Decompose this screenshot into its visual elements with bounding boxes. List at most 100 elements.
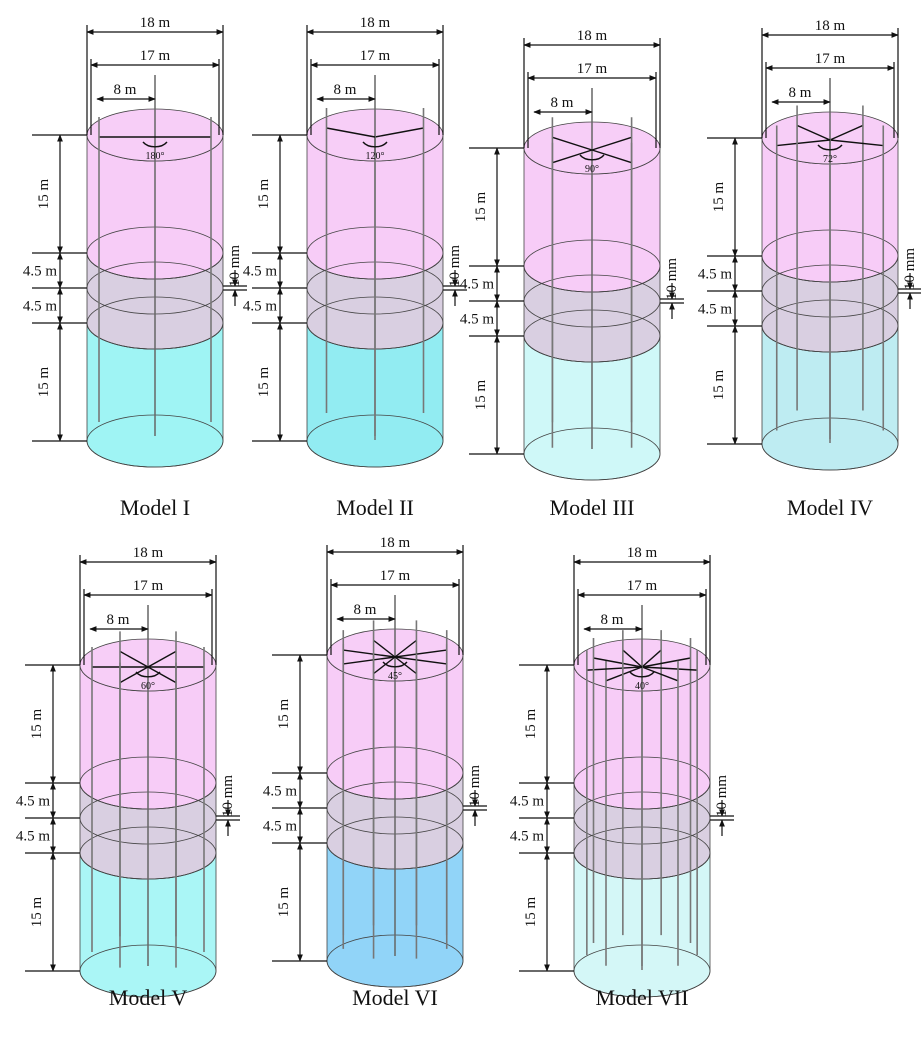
arm bbox=[591, 136, 632, 151]
arm bbox=[641, 657, 691, 668]
arm bbox=[641, 666, 698, 671]
model: 45° 18 m 17 m 8 m 15 m 15 m 4.5 m 4.5 m 10 mm Mod… bbox=[263, 535, 487, 1010]
angle-arc bbox=[382, 661, 408, 668]
caption: Model I bbox=[120, 495, 190, 520]
arm bbox=[373, 656, 396, 675]
gap: 10 mm bbox=[664, 258, 680, 300]
arm bbox=[119, 650, 149, 668]
arm bbox=[394, 639, 417, 658]
gap: 10 mm bbox=[902, 248, 918, 290]
angle-arc bbox=[629, 671, 655, 678]
angle-arc bbox=[817, 144, 843, 151]
arm bbox=[796, 124, 831, 141]
arm bbox=[641, 666, 679, 682]
arm bbox=[622, 649, 643, 668]
angle-label: 180° bbox=[146, 151, 165, 162]
arm bbox=[605, 666, 643, 682]
upper-height: 15 m bbox=[711, 181, 727, 212]
upper-band: 4.5 m bbox=[460, 277, 495, 293]
inner-diameter: 17 m bbox=[627, 578, 658, 594]
arm bbox=[147, 650, 177, 668]
model: 40° 18 m 17 m 8 m 15 m 15 m 4.5 m 4.5 m 10 mm Mod… bbox=[510, 545, 734, 1010]
lower-height: 15 m bbox=[523, 896, 539, 927]
upper-band: 4.5 m bbox=[23, 264, 58, 280]
lower-height: 15 m bbox=[256, 366, 272, 397]
lower-height: 15 m bbox=[711, 369, 727, 400]
lower-height: 15 m bbox=[36, 366, 52, 397]
lower-band: 4.5 m bbox=[510, 829, 545, 845]
upper-band: 4.5 m bbox=[243, 264, 278, 280]
upper-band: 4.5 m bbox=[510, 794, 545, 810]
angle-arc bbox=[142, 141, 168, 148]
arm bbox=[326, 127, 376, 138]
arm bbox=[373, 639, 396, 658]
radius: 8 m bbox=[601, 612, 624, 628]
upper-height: 15 m bbox=[523, 708, 539, 739]
radius: 8 m bbox=[789, 85, 812, 101]
lower-band: 4.5 m bbox=[23, 299, 58, 315]
arm bbox=[394, 656, 447, 665]
arm bbox=[776, 139, 831, 147]
inner-diameter: 17 m bbox=[577, 61, 608, 77]
radius: 8 m bbox=[354, 602, 377, 618]
radius: 8 m bbox=[334, 82, 357, 98]
arm bbox=[641, 649, 662, 668]
outer-diameter: 18 m bbox=[815, 18, 846, 34]
upper-band: 4.5 m bbox=[698, 267, 733, 283]
model: 120° 18 m 17 m 8 m 15 m 15 m 4.5 m 4.5 m 10 mm Mo… bbox=[243, 15, 467, 520]
arm bbox=[394, 656, 417, 675]
arm bbox=[552, 136, 593, 151]
arm bbox=[394, 649, 447, 658]
arm bbox=[586, 666, 643, 671]
inner-diameter: 17 m bbox=[133, 578, 164, 594]
caption: Model II bbox=[336, 495, 414, 520]
model: 90° 18 m 17 m 8 m 15 m 15 m 4.5 m 4.5 m 10 mm Mod… bbox=[460, 28, 684, 520]
inner-diameter: 17 m bbox=[140, 48, 171, 64]
upper-height: 15 m bbox=[36, 178, 52, 209]
angle-label: 90° bbox=[585, 164, 599, 175]
outer-diameter: 18 m bbox=[577, 28, 608, 44]
lower-height: 15 m bbox=[473, 379, 489, 410]
upper-height: 15 m bbox=[29, 708, 45, 739]
upper-height: 15 m bbox=[256, 178, 272, 209]
arm bbox=[374, 127, 424, 138]
lower-height: 15 m bbox=[29, 896, 45, 927]
outer-diameter: 18 m bbox=[380, 535, 411, 551]
outer-diameter: 18 m bbox=[360, 15, 391, 31]
angle-arc bbox=[362, 141, 388, 148]
angle-arc bbox=[579, 154, 605, 161]
outer-diameter: 18 m bbox=[133, 545, 164, 561]
arm bbox=[591, 149, 632, 164]
arm bbox=[552, 149, 593, 164]
angle-label: 72° bbox=[823, 154, 837, 165]
caption: Model III bbox=[550, 495, 635, 520]
lower-band: 4.5 m bbox=[460, 312, 495, 328]
inner-diameter: 17 m bbox=[360, 48, 391, 64]
upper-height: 15 m bbox=[276, 698, 292, 729]
arm bbox=[593, 657, 643, 668]
gap: 10 mm bbox=[714, 775, 730, 817]
angle-label: 40° bbox=[635, 681, 649, 692]
lower-band: 4.5 m bbox=[243, 299, 278, 315]
caption: Model V bbox=[109, 985, 188, 1010]
upper-band: 4.5 m bbox=[16, 794, 51, 810]
inner-diameter: 17 m bbox=[380, 568, 411, 584]
gap: 10 mm bbox=[227, 245, 243, 287]
outer-diameter: 18 m bbox=[140, 15, 171, 31]
gap: 10 mm bbox=[447, 245, 463, 287]
angle-label: 45° bbox=[388, 671, 402, 682]
radius: 8 m bbox=[114, 82, 137, 98]
model: 180° 18 m 17 m 8 m 15 m 15 m 4.5 m 4.5 m 10 mm Mo… bbox=[23, 15, 247, 520]
arm bbox=[343, 656, 396, 665]
lower-band: 4.5 m bbox=[263, 819, 298, 835]
arm bbox=[343, 649, 396, 658]
lower-band: 4.5 m bbox=[698, 302, 733, 318]
arm bbox=[147, 666, 177, 684]
angle-label: 120° bbox=[366, 151, 385, 162]
angle-label: 60° bbox=[141, 681, 155, 692]
arm bbox=[829, 124, 864, 141]
model: 60° 18 m 17 m 8 m 15 m 15 m 4.5 m 4.5 m 10 mm Mod… bbox=[16, 545, 240, 1010]
caption: Model VI bbox=[352, 985, 438, 1010]
caption: Model VII bbox=[595, 985, 688, 1010]
